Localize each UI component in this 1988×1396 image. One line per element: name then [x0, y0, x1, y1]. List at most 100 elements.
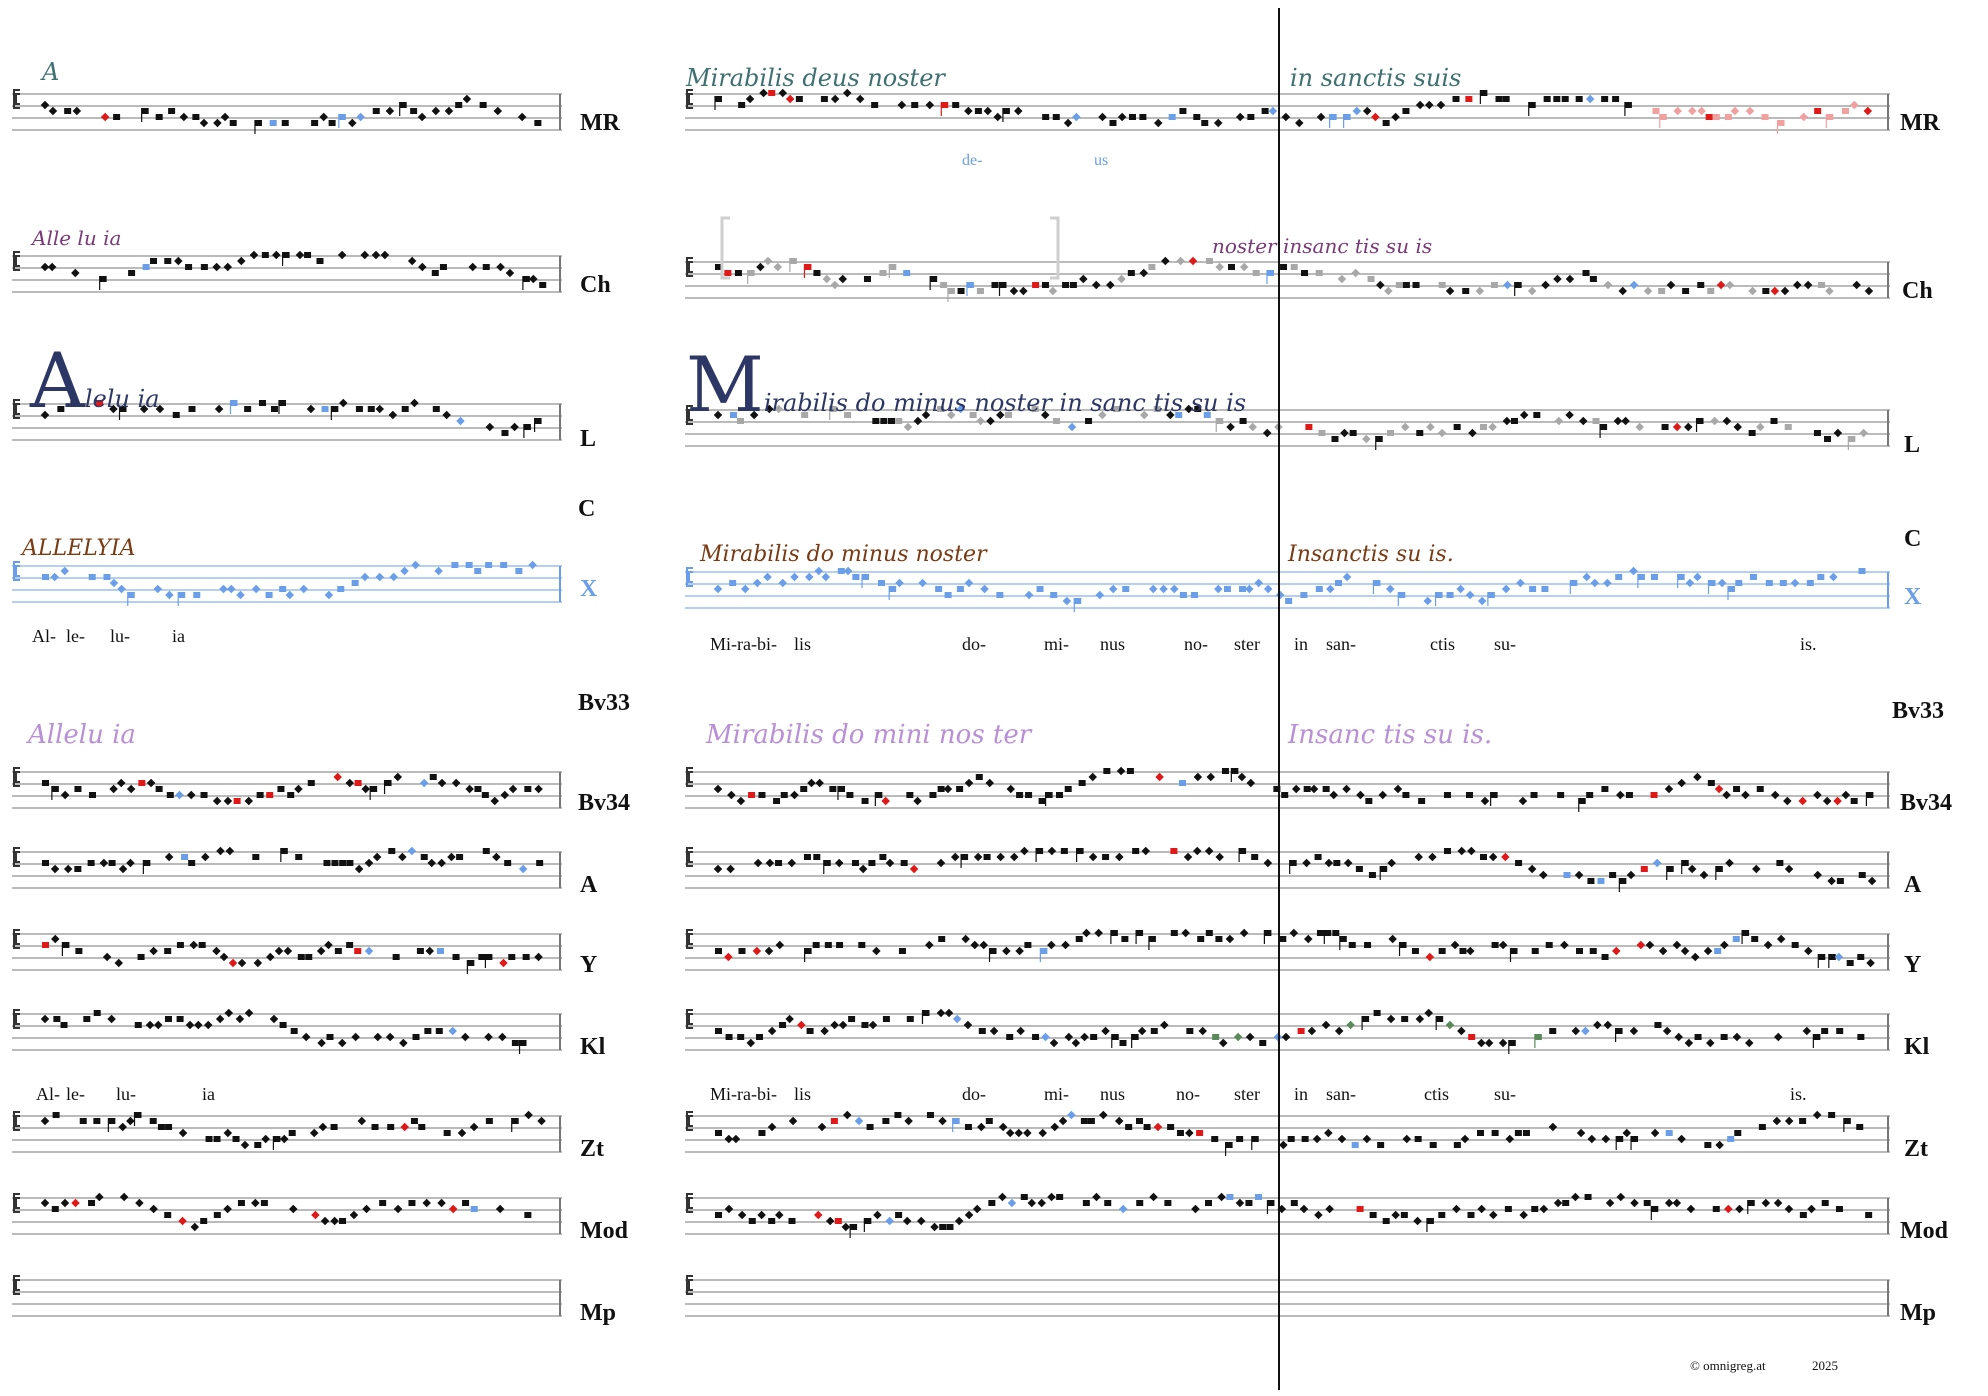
siglum-a-left: A [580, 872, 598, 898]
staff-l-right [685, 405, 1890, 447]
siglum-x-left: X [580, 576, 598, 602]
x-lyric-left-4: ia [172, 626, 185, 646]
kl-lyric-left-1: Al- [36, 1084, 60, 1104]
x-lyric-right-8: in [1294, 634, 1309, 654]
c-clef-icon [13, 767, 20, 787]
x-lyric-left-2: le- [66, 626, 85, 646]
x-lyric-right-5: nus [1100, 634, 1126, 654]
siglum-bv33-right: Bv33 [1892, 698, 1945, 724]
neumes-ch-right [715, 256, 1874, 302]
c-clef-icon [686, 1275, 693, 1295]
staff-kl-left [12, 1009, 562, 1051]
siglum-bv34-left: Bv34 [578, 790, 631, 816]
neumes-mod-right [715, 1192, 1873, 1238]
x-lyric-right-7: ster [1234, 634, 1260, 654]
staff-y-left [12, 929, 562, 971]
lacuna-bracket [720, 216, 1060, 280]
neumes-x-left [42, 560, 537, 606]
copyright-text: © omnigreg.at [1690, 1358, 1766, 1373]
neumes-a-left [42, 846, 544, 874]
siglum-mr-right: MR [1900, 110, 1940, 136]
mr-lyric-de: de- [962, 152, 983, 169]
siglum-a-right: A [1904, 872, 1922, 898]
staff-bv34-left [12, 767, 562, 809]
x-lyric-left-3: lu- [110, 626, 130, 646]
ms-bv-left: Allelu ia [28, 720, 136, 750]
staff-mr-right [685, 89, 1890, 131]
ms-c-right-1: Mirabilis do minus noster [700, 542, 987, 567]
mr-lyric-us: us [1094, 152, 1109, 169]
ms-l-left-initial: A [30, 336, 85, 425]
siglum-l-left: L [580, 426, 597, 452]
staff-y-right [685, 929, 1890, 971]
c-clef-icon [686, 767, 693, 787]
staff-mp-right [685, 1275, 1890, 1317]
x-lyric-right-4: mi- [1044, 634, 1069, 654]
c-clef-icon [686, 1111, 693, 1131]
ms-c-left: ALLELYIA [22, 536, 136, 561]
c-clef-icon [13, 1111, 20, 1131]
siglum-mod-left: Mod [580, 1218, 628, 1244]
staff-zt-right [685, 1111, 1890, 1153]
c-clef-icon [13, 561, 20, 581]
kl-lyric-right-4: mi- [1044, 1084, 1069, 1104]
kl-lyric-right-5: nus [1100, 1084, 1126, 1104]
kl-lyric-right-12: is. [1790, 1084, 1807, 1104]
ms-l-right-initial: M [686, 340, 764, 429]
neumes-mr-left [40, 94, 542, 134]
neumes-bv34-right [713, 766, 1874, 812]
siglum-zt-left: Zt [580, 1136, 604, 1162]
neumes-mr-right [714, 88, 1873, 134]
siglum-bv34-right: Bv34 [1900, 790, 1953, 816]
neumes-x-right [713, 566, 1866, 612]
c-clef-icon [13, 847, 20, 867]
kl-lyric-right-7: ster [1234, 1084, 1260, 1104]
siglum-y-right: Y [1904, 952, 1922, 978]
ms-l-right: Mirabilis do minus noster in sanc tis su… [686, 340, 1246, 429]
ms-bv-right-2: Insanc tis su is. [1288, 720, 1493, 750]
c-clef-icon [13, 399, 20, 419]
kl-lyric-left-3: lu- [116, 1084, 136, 1104]
siglum-x-right: X [1904, 584, 1922, 610]
staff-mod-right [685, 1193, 1890, 1235]
neumes-y-right [715, 928, 1875, 968]
siglum-kl-left: Kl [580, 1034, 606, 1060]
kl-lyric-right-6: no- [1176, 1084, 1200, 1104]
kl-lyric-left-2: le- [66, 1084, 85, 1104]
staff-ch-right [685, 257, 1890, 299]
c-clef-icon [13, 1275, 20, 1295]
kl-lyric-right-2: lis [794, 1084, 812, 1104]
siglum-zt-right: Zt [1904, 1136, 1928, 1162]
siglum-c-left: C [578, 496, 596, 522]
x-lyric-left-1: Al- [32, 626, 56, 646]
kl-lyric-right-11: su- [1494, 1084, 1516, 1104]
siglum-l-right: L [1904, 432, 1921, 458]
c-clef-icon [686, 847, 693, 867]
neumes-y-left [42, 934, 543, 974]
staff-x-right [685, 567, 1890, 609]
kl-lyric-right-1: Mi-ra-bi- [710, 1084, 777, 1104]
siglum-mp-left: Mp [580, 1300, 616, 1326]
ms-l-left-text: lelu ia [84, 385, 160, 413]
staff-l-left [12, 399, 562, 441]
c-clef-icon [13, 89, 20, 109]
staff-a-right [685, 847, 1890, 889]
neumes-kl-right [715, 1008, 1865, 1054]
neumes-l-right [713, 404, 1868, 450]
ms-c-right-2: Insanctis su is. [1288, 542, 1454, 567]
ms-mr-left: A [42, 58, 60, 86]
neumes-kl-left [40, 1008, 527, 1054]
ms-mr-right-2: in sanctis suis [1290, 64, 1462, 92]
kl-lyric-right-8: in [1294, 1084, 1309, 1104]
ms-l-right-text: irabilis do minus noster in sanc tis su … [763, 389, 1247, 417]
c-clef-icon [686, 405, 693, 425]
siglum-mp-right: Mp [1900, 1300, 1936, 1326]
siglum-kl-right: Kl [1904, 1034, 1930, 1060]
staff-mp-left [12, 1275, 562, 1317]
x-lyric-right-12: is. [1800, 634, 1817, 654]
ms-mr-right-1: Mirabilis deus noster [686, 64, 945, 92]
x-lyric-right-2: lis [794, 634, 812, 654]
siglum-mr-left: MR [580, 110, 620, 136]
c-clef-icon [13, 929, 20, 949]
